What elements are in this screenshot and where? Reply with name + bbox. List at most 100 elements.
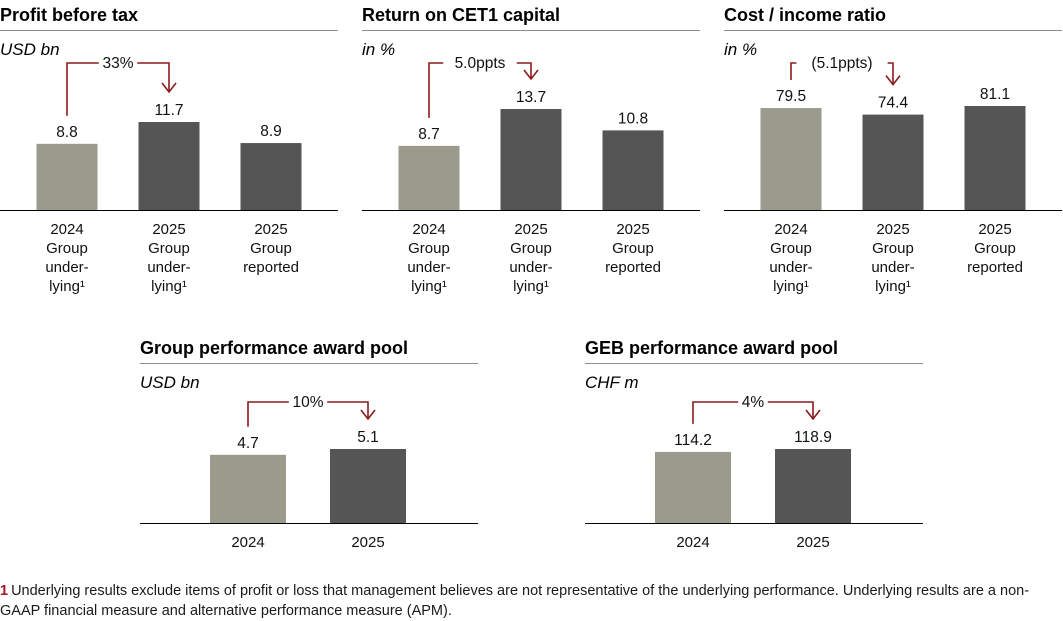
arrow-icon xyxy=(805,409,821,421)
category-label: lying¹ xyxy=(411,278,447,295)
bar xyxy=(138,122,200,210)
bar xyxy=(398,145,460,210)
category-label: 2025 xyxy=(152,221,185,238)
category-label: lying¹ xyxy=(773,278,809,295)
category-label: Group xyxy=(872,240,914,257)
change-bracket xyxy=(428,62,532,118)
bar xyxy=(775,449,851,523)
category-label: reported xyxy=(243,259,299,276)
data-label: 114.2 xyxy=(674,432,712,449)
category-label: 2025 xyxy=(254,221,287,238)
data-label: 10.8 xyxy=(618,110,648,127)
category-label: under- xyxy=(45,259,88,276)
category-label: 2025 xyxy=(351,534,384,551)
title-divider xyxy=(362,30,700,31)
category-label: 2025 xyxy=(978,221,1011,238)
footnote: 1 Underlying results exclude items of pro… xyxy=(0,581,1060,621)
category-label: Group xyxy=(148,240,190,257)
category-label: Group xyxy=(510,240,552,257)
chart-unit: in % xyxy=(724,40,758,59)
data-label: 4.7 xyxy=(237,435,259,452)
chart-cost-income-ratio: Cost / income ratio in % 79.5 2024 Group un… xyxy=(724,3,1062,303)
category-label: lying¹ xyxy=(875,278,911,295)
category-label: Group xyxy=(250,240,292,257)
title-divider xyxy=(140,363,478,364)
data-label: 8.8 xyxy=(56,124,78,141)
title-divider xyxy=(724,30,1062,31)
category-label: 2024 xyxy=(774,221,807,238)
data-label: 118.9 xyxy=(794,429,832,446)
bar xyxy=(210,454,286,523)
chart-title: GEB performance award pool xyxy=(585,338,839,358)
change-label: 33% xyxy=(102,55,133,72)
chart-plot: 79.5 2024 Group under-lying¹ 74.4 2025 Group un… xyxy=(724,55,1062,295)
chart-return-on-cet1: Return on CET1 capital in % 8.7 2024 Group… xyxy=(362,3,700,303)
title-divider xyxy=(0,30,338,31)
category-label: 2024 xyxy=(412,221,445,238)
bar xyxy=(964,106,1026,210)
bar xyxy=(862,114,924,210)
chart-unit: CHF m xyxy=(585,373,639,392)
chart-unit: USD bn xyxy=(0,40,60,59)
category-label: under- xyxy=(407,259,450,276)
category-label: under- xyxy=(769,259,812,276)
change-bracket xyxy=(692,401,814,424)
chart-plot: 4.7 2024 5.1 2025 10% xyxy=(140,394,478,551)
category-label: 2025 xyxy=(876,221,909,238)
change-label: 4% xyxy=(742,394,765,411)
category-label: Group xyxy=(46,240,88,257)
chart-plot: 8.8 2024 Group under-lying¹ 11.7 2025 Group und… xyxy=(0,55,338,295)
chart-plot: 8.7 2024 Group under-lying¹ 13.7 2025 Group und… xyxy=(362,55,700,295)
data-label: 79.5 xyxy=(776,88,806,105)
category-label: 2024 xyxy=(676,534,709,551)
data-label: 74.4 xyxy=(878,95,909,112)
data-label: 13.7 xyxy=(516,89,546,106)
category-label: 2024 xyxy=(231,534,264,551)
arrow-icon xyxy=(885,75,901,86)
arrow-icon xyxy=(161,82,177,94)
chart-unit: in % xyxy=(362,40,396,59)
category-label: under- xyxy=(871,259,914,276)
category-label: Group xyxy=(612,240,654,257)
change-label: 5.0ppts xyxy=(455,55,506,72)
change-label: (5.1ppts) xyxy=(811,55,872,72)
data-label: 8.7 xyxy=(418,126,440,143)
change-label: 10% xyxy=(292,394,323,411)
data-label: 81.1 xyxy=(980,86,1010,103)
category-label: Group xyxy=(408,240,450,257)
data-label: 11.7 xyxy=(154,102,183,119)
category-label: under- xyxy=(147,259,190,276)
chart-profit-before-tax: Profit before tax USD bn 8.8 2024 Group und… xyxy=(0,3,338,303)
category-label: lying¹ xyxy=(513,278,549,295)
category-label: Group xyxy=(770,240,812,257)
chart-title: Cost / income ratio xyxy=(724,5,887,25)
bar xyxy=(500,109,562,210)
chart-title: Group performance award pool xyxy=(140,338,409,358)
bar xyxy=(760,108,822,210)
chart-unit: USD bn xyxy=(140,373,200,392)
category-label: lying¹ xyxy=(49,278,85,295)
category-label: reported xyxy=(605,259,661,276)
data-label: 8.9 xyxy=(260,123,282,140)
title-divider xyxy=(585,363,923,364)
chart-title: Profit before tax xyxy=(0,5,139,25)
category-label: 2024 xyxy=(50,221,83,238)
bar xyxy=(602,130,664,210)
data-label: 5.1 xyxy=(357,429,379,446)
footnote-number: 1 xyxy=(0,583,9,599)
chart-title: Return on CET1 capital xyxy=(362,5,561,25)
bar xyxy=(330,449,406,523)
chart-group-award-pool: Group performance award pool USD bn 4.7 2… xyxy=(140,336,478,566)
category-label: under- xyxy=(509,259,552,276)
category-label: 2025 xyxy=(514,221,547,238)
category-label: 2025 xyxy=(796,534,829,551)
category-label: reported xyxy=(967,259,1023,276)
category-label: lying¹ xyxy=(151,278,187,295)
change-bracket xyxy=(247,401,369,427)
category-label: 2025 xyxy=(616,221,649,238)
bar xyxy=(655,451,731,523)
chart-plot: 114.2 2024 118.9 2025 4% xyxy=(585,394,923,551)
change-bracket xyxy=(66,62,170,116)
chart-geb-award-pool: GEB performance award pool CHF m 114.2 20… xyxy=(585,336,923,566)
bar xyxy=(240,143,302,210)
